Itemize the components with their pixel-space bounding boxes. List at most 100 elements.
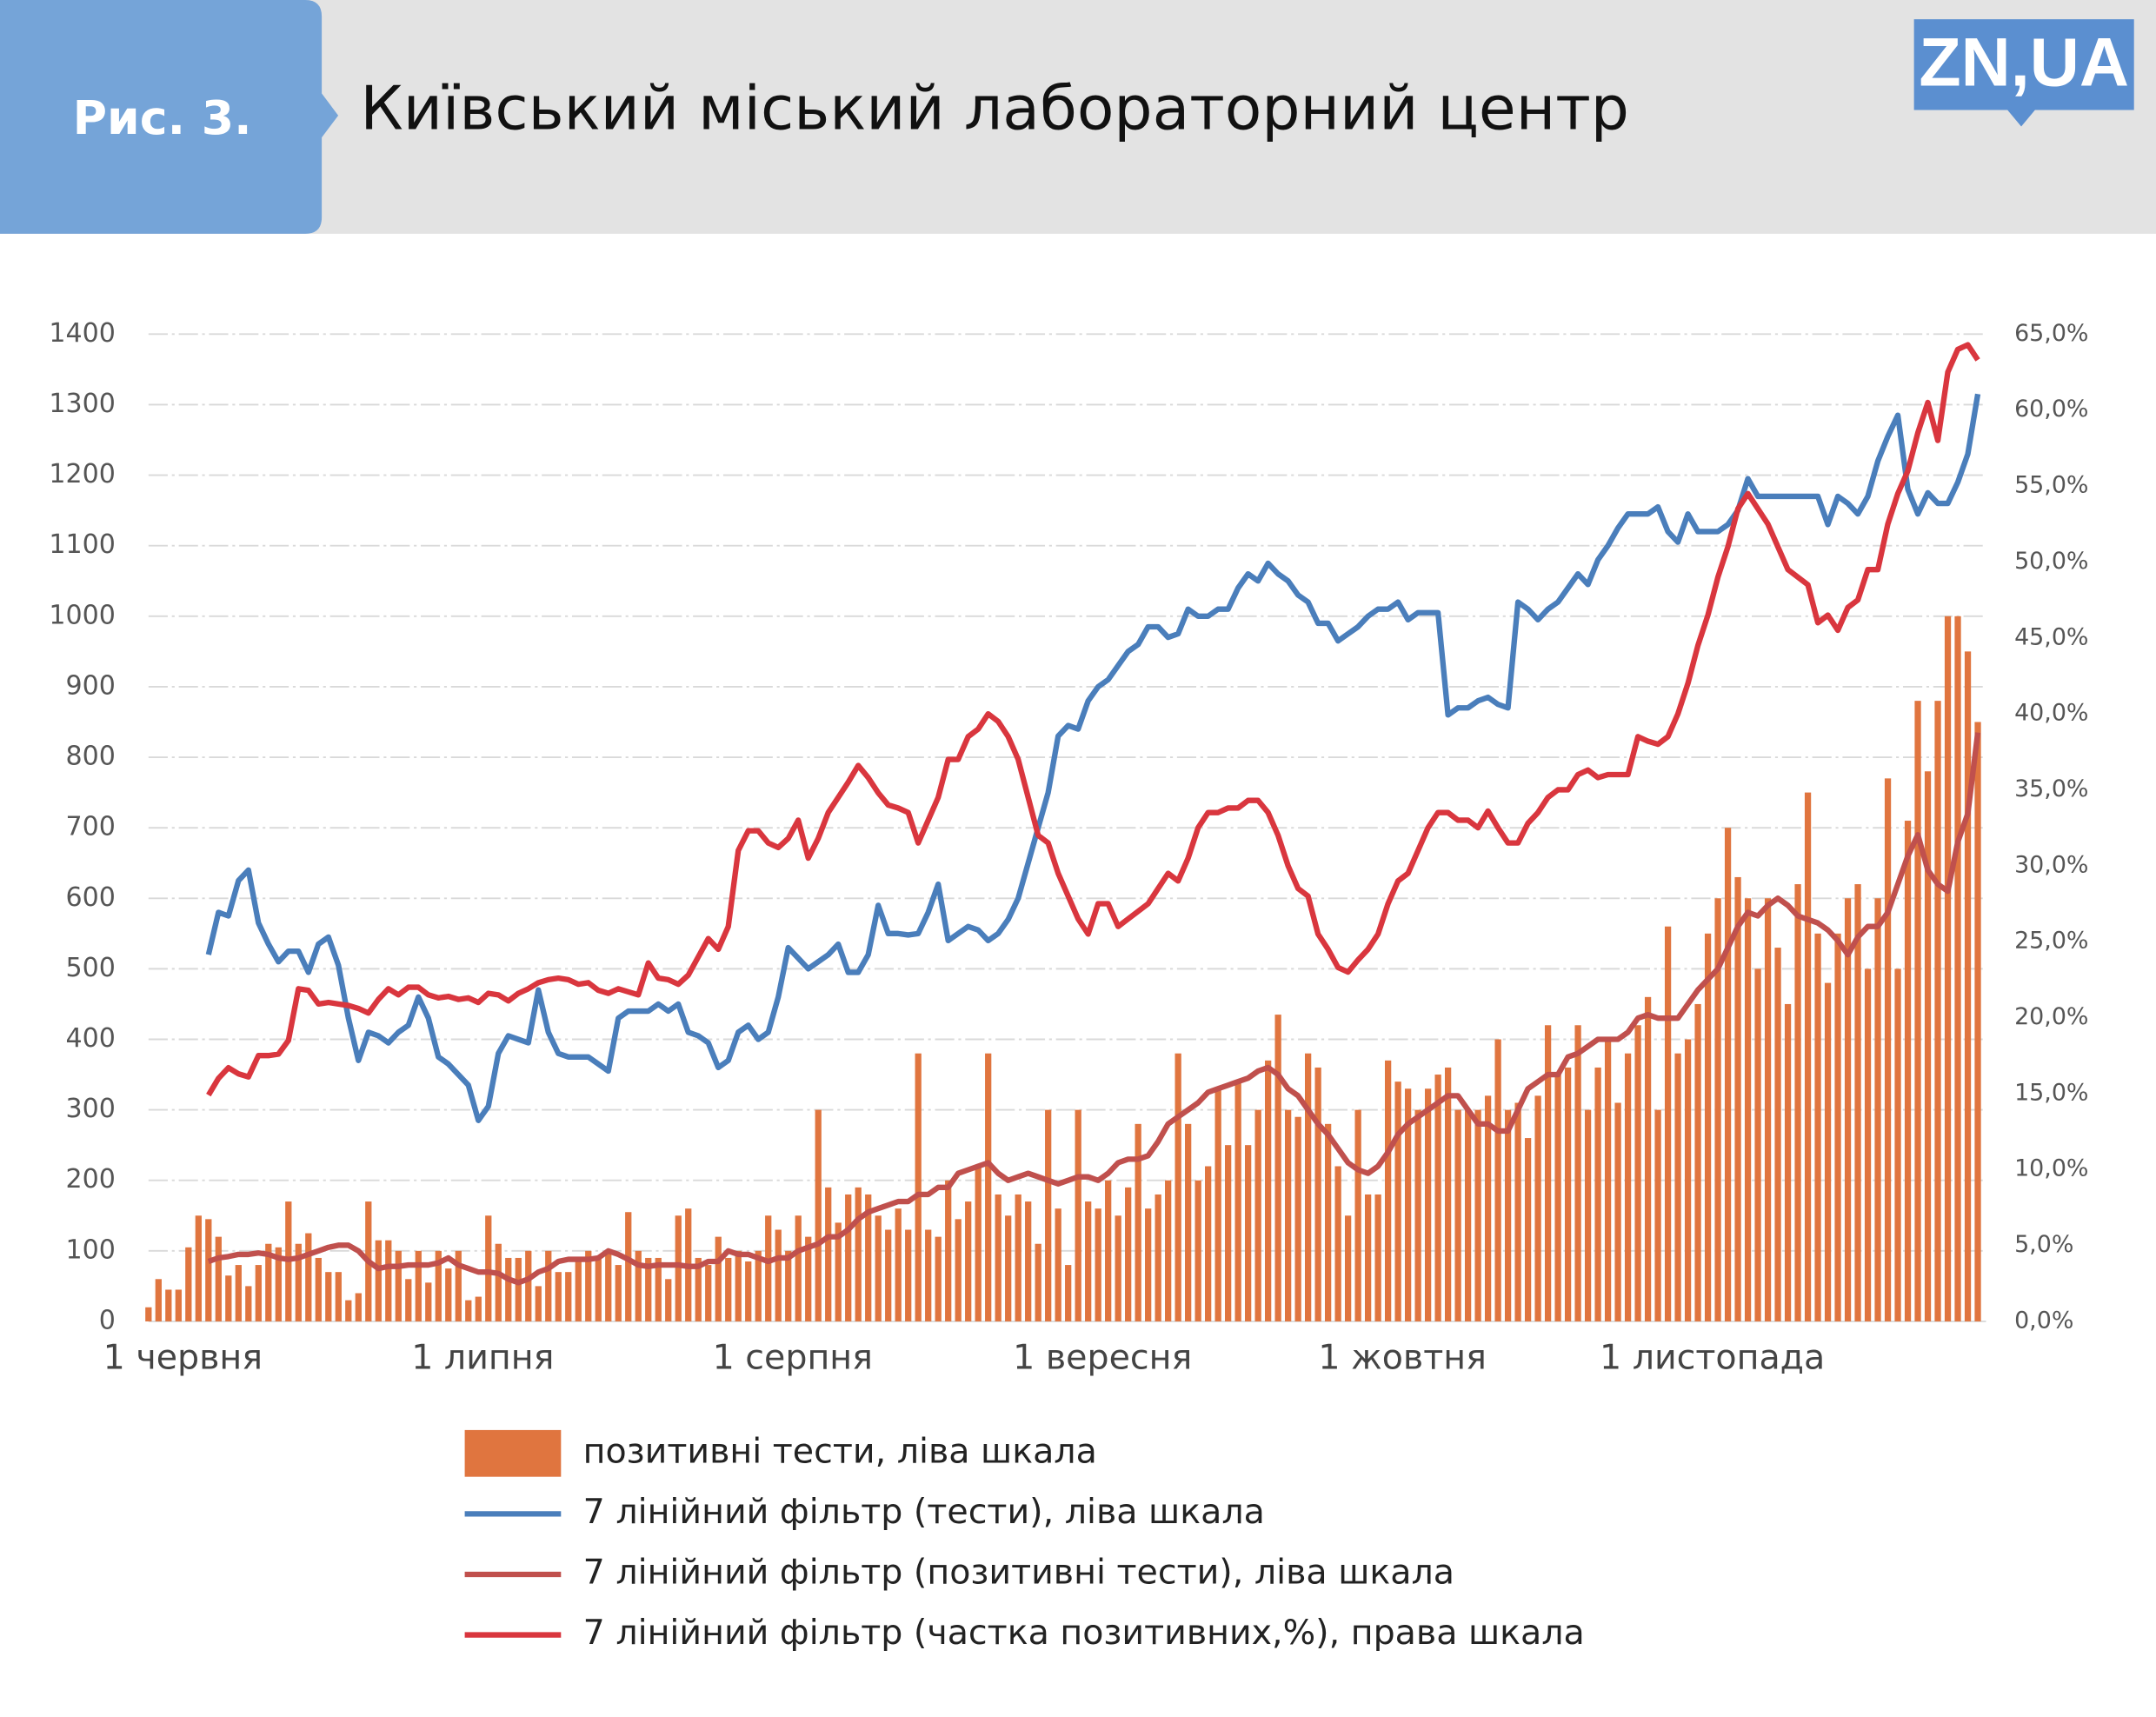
bar (255, 1265, 262, 1321)
bar (1844, 898, 1852, 1321)
bar (535, 1286, 542, 1321)
bar (845, 1194, 852, 1321)
bar (1095, 1208, 1101, 1321)
bar (1105, 1180, 1112, 1321)
bar (1075, 1109, 1081, 1321)
y-tick-label: 0 (99, 1305, 116, 1335)
bar (1674, 1053, 1681, 1321)
bar (195, 1215, 202, 1321)
bar (635, 1250, 642, 1321)
bar (1424, 1088, 1432, 1321)
x-tick-label: 1 вересня (1013, 1338, 1192, 1378)
bar (1784, 1003, 1792, 1321)
bar (1904, 821, 1912, 1321)
bar (1664, 926, 1672, 1321)
bar (415, 1250, 422, 1321)
bar (1115, 1215, 1121, 1321)
bar (395, 1250, 402, 1321)
bar (1704, 933, 1712, 1321)
y2-tick-label: 65,0% (2014, 320, 2088, 347)
bar (1205, 1166, 1212, 1321)
bar (835, 1222, 842, 1321)
y2-tick-label: 45,0% (2014, 623, 2088, 650)
bar (445, 1268, 452, 1321)
legend-label: 7 лінійний фільтр (тести), ліва шкала (583, 1492, 1265, 1532)
bar (1644, 996, 1652, 1321)
bar (1754, 968, 1761, 1321)
y-tick-label: 1000 (49, 600, 115, 630)
bar (885, 1229, 892, 1321)
bar (1614, 1102, 1621, 1321)
bar (1165, 1180, 1172, 1321)
bar (875, 1215, 882, 1321)
bar (985, 1053, 992, 1321)
bar (1794, 884, 1801, 1321)
bar (465, 1300, 472, 1321)
bar (1404, 1088, 1412, 1321)
bar (145, 1307, 152, 1321)
bar (1804, 792, 1812, 1321)
bar (915, 1053, 922, 1321)
bar (295, 1243, 302, 1321)
bar (1055, 1208, 1061, 1321)
y2-tick-label: 40,0% (2014, 700, 2088, 727)
bar (1085, 1201, 1092, 1321)
figure-badge (0, 0, 339, 234)
bar (1544, 1025, 1552, 1321)
bar (385, 1240, 392, 1321)
chart-title: Київський міський лабораторний центр (360, 74, 1629, 144)
bar (1305, 1053, 1312, 1321)
bar (1624, 1053, 1632, 1321)
bar (245, 1286, 252, 1321)
bar (1174, 1053, 1181, 1321)
bar (1155, 1194, 1161, 1321)
bar (865, 1194, 872, 1321)
bar (765, 1215, 772, 1321)
bar (155, 1279, 162, 1321)
bar (615, 1265, 622, 1321)
bar (1214, 1088, 1221, 1321)
bar (965, 1201, 972, 1321)
bar (1005, 1215, 1012, 1321)
bar (515, 1257, 522, 1321)
bar (1025, 1201, 1032, 1321)
y-tick-label: 300 (65, 1094, 115, 1124)
bar (695, 1257, 702, 1321)
bar (1234, 1081, 1241, 1321)
bar (175, 1289, 182, 1321)
bar (935, 1236, 942, 1321)
bar (1514, 1102, 1521, 1321)
bar (815, 1109, 822, 1321)
bar (1694, 1003, 1701, 1321)
bar (705, 1265, 712, 1321)
bar (585, 1250, 592, 1321)
bar (575, 1257, 582, 1321)
bar (1774, 948, 1781, 1321)
bar (1584, 1109, 1592, 1321)
bar (1554, 1075, 1561, 1321)
bar (265, 1243, 272, 1321)
y2-tick-label: 30,0% (2014, 851, 2088, 878)
y-tick-label: 100 (65, 1235, 115, 1265)
y2-tick-label: 35,0% (2014, 775, 2088, 802)
bar (725, 1257, 732, 1321)
bar (425, 1282, 432, 1321)
y-tick-label: 900 (65, 670, 115, 701)
bar (1354, 1109, 1361, 1321)
y-tick-label: 1400 (49, 318, 115, 349)
legend-label: 7 лінійний фільтр (частка позитивних,%),… (583, 1613, 1585, 1653)
legend-swatch (464, 1429, 562, 1477)
bar (325, 1272, 332, 1321)
bar (485, 1215, 492, 1321)
bar (975, 1166, 982, 1321)
bar (1714, 898, 1721, 1321)
bar (405, 1279, 412, 1321)
bar (235, 1265, 242, 1321)
bar (205, 1219, 212, 1321)
x-tick-label: 1 листопада (1600, 1338, 1825, 1378)
bar (735, 1250, 742, 1321)
bar (1414, 1109, 1421, 1321)
bar (1864, 968, 1872, 1321)
bar (1344, 1215, 1352, 1321)
line (206, 342, 1980, 1097)
